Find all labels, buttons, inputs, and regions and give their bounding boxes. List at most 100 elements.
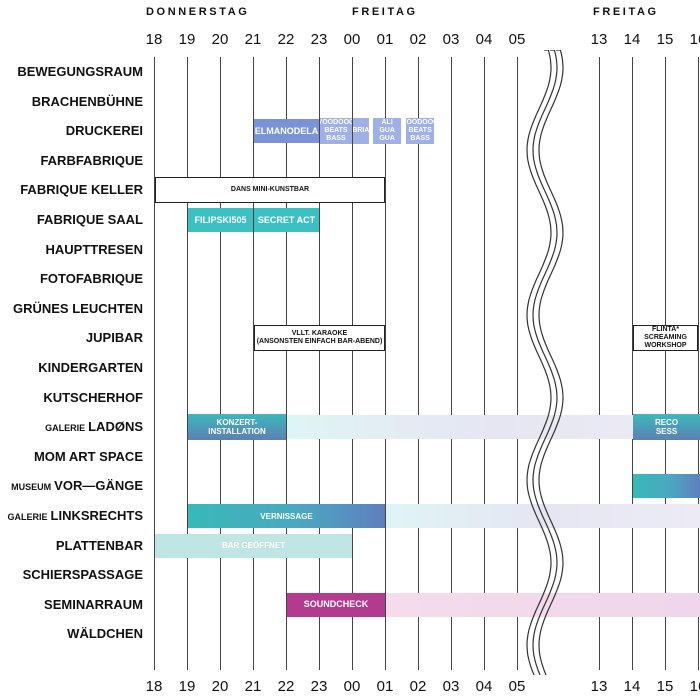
hour-tick-top-7: 01 (376, 31, 394, 48)
room-name: FABRIQUE SAAL (36, 212, 143, 227)
hour-tick-top-4: 22 (277, 31, 295, 48)
room-name: WÄLDCHEN (67, 626, 143, 642)
hour-tick-bottom-0: 18 (145, 678, 163, 695)
event-block-6[interactable]: FILIPSKI505 (188, 208, 253, 232)
event-label: SECRET ACT (257, 214, 316, 225)
grid-line-1 (187, 57, 188, 670)
room-name: KUTSCHERHOF (43, 389, 143, 405)
grid-line-0 (154, 57, 155, 670)
room-name: MOM ART SPACE (33, 448, 143, 464)
grid-line-5 (319, 57, 320, 670)
grid-line-15 (698, 57, 699, 670)
event-block-4[interactable]: VOODOOO BEATS BASS (405, 118, 435, 145)
room-label-12: GALERIE LADØNS (45, 419, 143, 436)
time-break-wave (526, 50, 564, 675)
room-name: FOTOFABRIQUE (39, 271, 143, 287)
event-block-13[interactable] (633, 474, 700, 499)
event-label: BAR GEÖFFNET (221, 541, 286, 551)
event-block-17[interactable] (386, 592, 700, 617)
day-label-freitag-day: FREITAG (593, 6, 659, 18)
hour-tick-bottom-15: 16 (689, 678, 700, 695)
event-block-7[interactable]: SECRET ACT (254, 208, 319, 232)
hour-tick-top-11: 05 (508, 31, 526, 48)
room-name: SEMINARRAUM (44, 596, 143, 612)
event-block-18[interactable]: SOUNDCHECK (287, 592, 385, 617)
room-label-10: KINDERGARTEN (38, 360, 143, 376)
room-name: FARBFABRIQUE (40, 152, 143, 168)
room-name: LINKSRECHTS (50, 508, 143, 523)
room-label-18: SEMINARRAUM (44, 597, 143, 613)
event-block-10[interactable] (287, 415, 700, 440)
room-name: KINDERGARTEN (38, 360, 143, 375)
grid-line-4 (286, 57, 287, 670)
event-block-8[interactable]: VLLT. KARAOKE (ANSONSTEN EINFACH BAR-ABE… (254, 325, 385, 352)
room-label-9: JUPIBAR (86, 330, 143, 346)
event-label: RECO SESS (654, 418, 679, 437)
hour-tick-top-8: 02 (409, 31, 427, 48)
hour-tick-bottom-4: 22 (277, 678, 295, 695)
room-label-15: GALERIE LINKSRECHTS (8, 508, 143, 525)
event-label: VERNISSAGE (260, 511, 313, 521)
hour-tick-bottom-10: 04 (475, 678, 493, 695)
room-name: GRÜNES LEUCHTEN (12, 300, 143, 316)
room-name: PLATTENBAR (55, 537, 143, 553)
event-block-15[interactable]: VERNISSAGE (188, 504, 385, 528)
hour-tick-top-6: 00 (343, 31, 361, 48)
event-label: VOODOOO BEATS BASS (320, 119, 352, 143)
hour-tick-top-15: 16 (689, 31, 700, 48)
hour-tick-bottom-6: 00 (343, 678, 361, 695)
event-block-2[interactable]: BRIA (353, 118, 369, 145)
room-label-16: PLATTENBAR (56, 538, 143, 554)
hour-tick-bottom-8: 02 (409, 678, 427, 695)
room-prefix: GALERIE (45, 423, 86, 434)
event-block-1[interactable]: VOODOOO BEATS BASS (320, 118, 352, 145)
grid-line-14 (665, 57, 666, 670)
room-label-3: FARBFABRIQUE (40, 153, 143, 169)
event-label: BRIA (353, 127, 369, 135)
event-block-9[interactable]: FLINTA* SCREAMING WORKSHOP (633, 325, 698, 352)
hour-tick-top-14: 15 (656, 31, 674, 48)
event-block-16[interactable]: BAR GEÖFFNET (155, 533, 352, 558)
room-label-19: WÄLDCHEN (67, 626, 143, 642)
event-block-11[interactable]: KONZERT- INSTALLATION (188, 414, 286, 441)
room-label-14: MUSEUM VOR—GÄNGE (11, 478, 143, 495)
room-name: SCHIERSPASSAGE (22, 567, 143, 583)
hour-tick-top-3: 21 (244, 31, 262, 48)
event-label: DANS MINI-KUNSTBAR (230, 186, 310, 194)
hour-tick-bottom-7: 01 (376, 678, 394, 695)
grid-line-12 (599, 57, 600, 670)
hour-tick-top-5: 23 (310, 31, 328, 48)
event-label: KONZERT- INSTALLATION (208, 418, 266, 437)
event-block-3[interactable]: ALI GUA GUA (372, 118, 402, 145)
hour-tick-top-9: 03 (442, 31, 460, 48)
room-label-6: HAUPTTRESEN (45, 242, 143, 258)
room-label-4: FABRIQUE KELLER (20, 182, 143, 198)
hour-tick-bottom-14: 15 (656, 678, 674, 695)
event-block-12[interactable]: RECO SESS (633, 414, 700, 441)
room-prefix: GALERIE (7, 512, 48, 522)
hour-tick-top-1: 19 (178, 31, 196, 48)
room-label-13: MOM ART SPACE (34, 449, 143, 465)
grid-line-3 (253, 57, 254, 670)
hour-tick-top-2: 20 (211, 31, 229, 48)
room-name: LADØNS (88, 419, 143, 435)
hour-tick-bottom-5: 23 (310, 678, 328, 695)
event-block-5[interactable]: DANS MINI-KUNSTBAR (155, 177, 385, 204)
hour-tick-bottom-1: 19 (178, 678, 196, 695)
grid-line-10 (484, 57, 485, 670)
room-label-1: BRACHENBÜHNE (32, 94, 143, 110)
event-block-0[interactable]: ELMANODELA (254, 119, 319, 144)
hour-tick-bottom-9: 03 (442, 678, 460, 695)
room-label-2: DRUCKEREI (66, 123, 143, 139)
day-label-donnerstag: DONNERSTAG (146, 6, 250, 18)
hour-tick-bottom-3: 21 (244, 678, 262, 695)
event-label: ELMANODELA (254, 125, 319, 136)
hour-tick-top-12: 13 (590, 31, 608, 48)
grid-line-8 (418, 57, 419, 670)
room-label-5: FABRIQUE SAAL (37, 212, 143, 228)
hour-tick-bottom-12: 13 (590, 678, 608, 695)
room-prefix: MUSEUM (11, 482, 52, 493)
hour-tick-bottom-2: 20 (211, 678, 229, 695)
grid-line-7 (385, 57, 386, 670)
